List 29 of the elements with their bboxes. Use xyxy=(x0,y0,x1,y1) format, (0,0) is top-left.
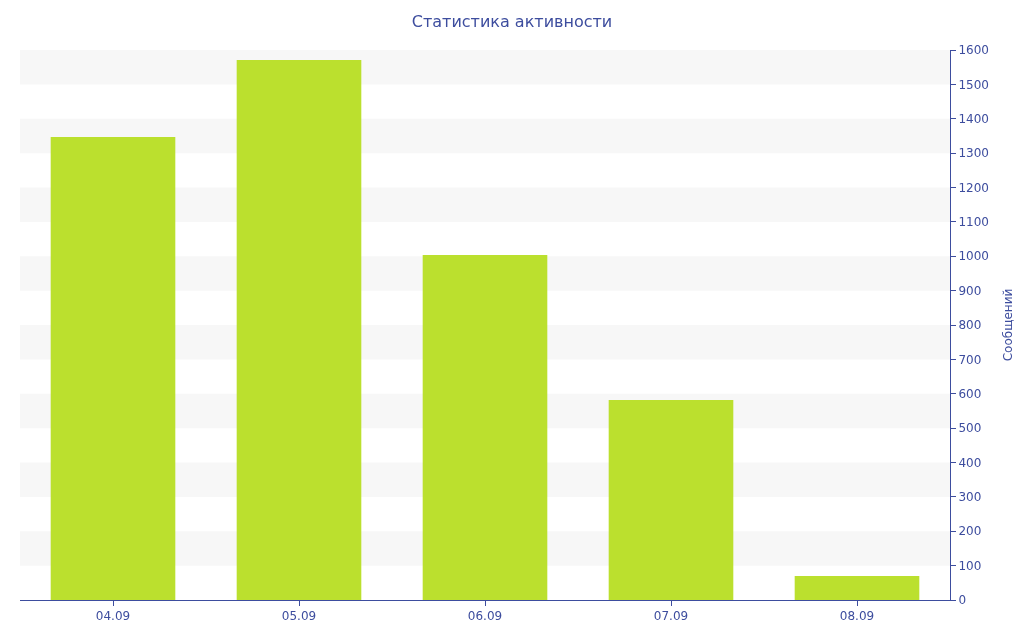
y-tick-label: 900 xyxy=(958,283,982,298)
y-tick-label: 1100 xyxy=(958,215,989,230)
bar xyxy=(608,399,734,600)
bar xyxy=(236,59,362,600)
y-tick-label: 600 xyxy=(958,386,982,401)
y-tick-label: 1200 xyxy=(958,180,989,195)
y-tick-label: 1300 xyxy=(958,146,989,161)
bar xyxy=(50,136,176,600)
y-tick-label: 500 xyxy=(958,421,982,436)
x-tick-label: 05.09 xyxy=(281,609,317,624)
x-tick-label: 07.09 xyxy=(653,609,689,624)
x-tick-label: 04.09 xyxy=(95,609,131,624)
y-tick-label: 400 xyxy=(958,455,982,470)
y-tick-label: 1600 xyxy=(958,43,989,58)
y-tick-label: 800 xyxy=(958,318,982,333)
y-tick-label: 300 xyxy=(958,490,982,505)
y-tick-label: 1000 xyxy=(958,249,989,264)
y-tick-label: 200 xyxy=(958,524,982,539)
y-axis-title: Сообщений xyxy=(1000,288,1015,362)
bar xyxy=(794,575,920,600)
x-tick-label: 08.09 xyxy=(839,609,875,624)
y-tick-label: 1500 xyxy=(958,77,989,92)
bar xyxy=(422,254,548,600)
y-tick-label: 1400 xyxy=(958,111,989,126)
y-tick-label: 0 xyxy=(958,593,967,608)
y-tick-label: 100 xyxy=(958,558,982,573)
y-tick-label: 700 xyxy=(958,352,982,367)
x-tick-label: 06.09 xyxy=(467,609,503,624)
chart-title: Статистика активности xyxy=(411,12,613,32)
